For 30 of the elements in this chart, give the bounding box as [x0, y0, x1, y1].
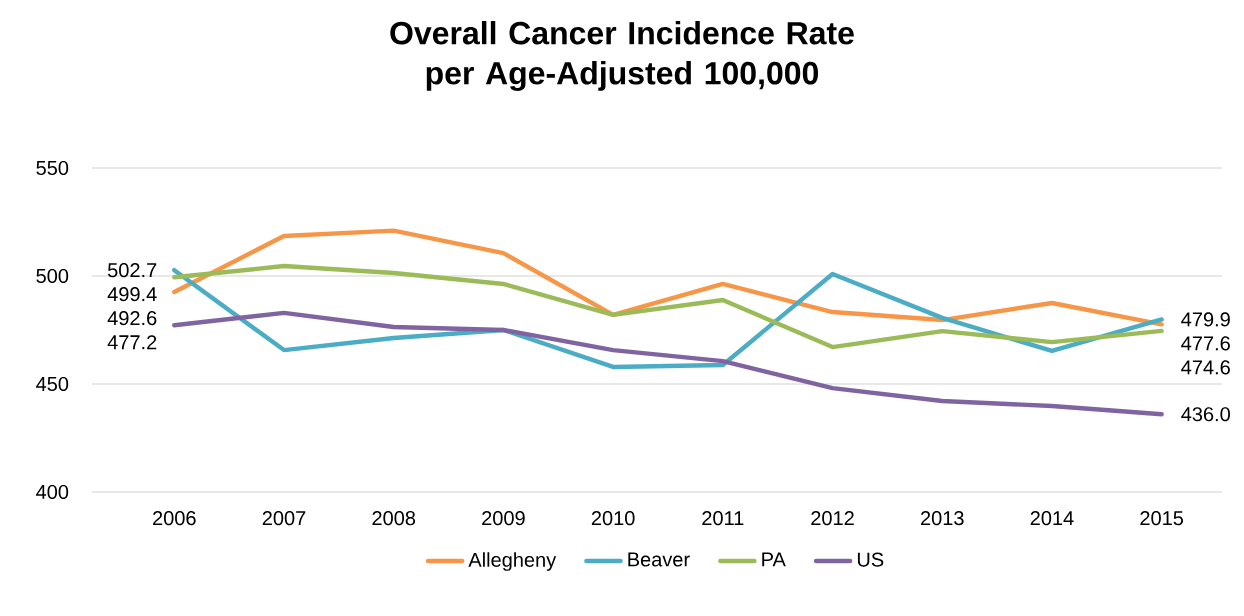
y-tick-label: 450 — [36, 376, 69, 392]
x-tick-label: 2014 — [1030, 511, 1074, 526]
x-tick-label: 2012 — [811, 511, 854, 526]
legend-label: Allegheny — [468, 552, 557, 571]
x-tick-label: 2006 — [153, 511, 196, 526]
data-label: 492.6 — [107, 311, 157, 326]
data-label: 436.0 — [1181, 407, 1230, 422]
line-series — [172, 263, 1164, 350]
x-tick-label: 2010 — [591, 511, 635, 526]
data-label: 477.2 — [107, 335, 157, 350]
data-label: 499.4 — [107, 287, 157, 302]
y-tick-label: 500 — [36, 268, 69, 284]
x-tick-label: 2009 — [482, 511, 525, 526]
line-series — [172, 228, 1164, 327]
x-tick-label: 2013 — [920, 511, 964, 526]
y-tick-label: 400 — [36, 484, 69, 500]
x-tick-label: 2011 — [702, 511, 744, 526]
legend-label: US — [857, 552, 884, 567]
data-label: 477.6 — [1181, 336, 1230, 351]
data-label: 502.7 — [107, 263, 157, 278]
chart-title: Overall Cancer Incidence Rate per Age-Adjusted 100,000 — [390, 21, 854, 91]
legend-label: PA — [762, 552, 786, 567]
x-tick-label: 2007 — [262, 511, 306, 526]
y-tick-label: 550 — [36, 160, 69, 176]
data-label: 474.6 — [1181, 360, 1230, 375]
x-tick-label: 2008 — [372, 511, 416, 526]
data-label: 479.9 — [1181, 312, 1230, 327]
line-series — [172, 310, 1164, 417]
x-tick-label: 2015 — [1140, 511, 1184, 526]
legend-label: Beaver — [628, 552, 690, 567]
